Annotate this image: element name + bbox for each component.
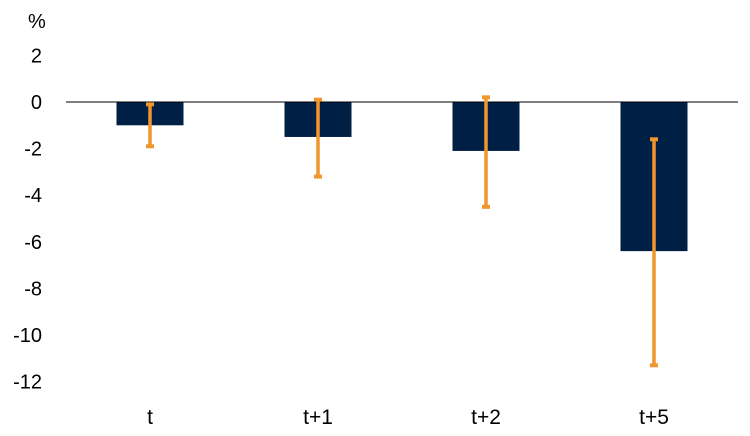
error-bars-group (146, 95, 658, 368)
x-category-label: t+5 (639, 406, 669, 429)
error-bar-t+1 (314, 97, 322, 179)
y-tick-label: -12 (13, 372, 42, 394)
x-category-label: t+1 (303, 406, 333, 429)
y-tick-label: 0 (31, 92, 42, 114)
bars-group (116, 102, 688, 252)
x-category-label: t+2 (471, 406, 501, 429)
y-tick-label: -4 (24, 185, 42, 207)
y-tick-label: -6 (24, 232, 42, 254)
y-axis-ticks: 2 0 -2 -4 -6 -8 -10 -12 (13, 45, 42, 393)
y-tick-label: -2 (24, 139, 42, 161)
x-category-label: t (147, 406, 153, 429)
y-tick-label: -10 (13, 325, 42, 347)
error-bar-t+2 (482, 95, 490, 209)
y-tick-label: 2 (31, 45, 42, 67)
category-labels: t t+1 t+2 t+5 (147, 406, 669, 429)
error-bar-t (146, 102, 154, 149)
error-bar-t+5 (650, 137, 658, 368)
y-tick-label: -8 (24, 278, 42, 300)
y-axis-unit-label: % (28, 11, 46, 33)
